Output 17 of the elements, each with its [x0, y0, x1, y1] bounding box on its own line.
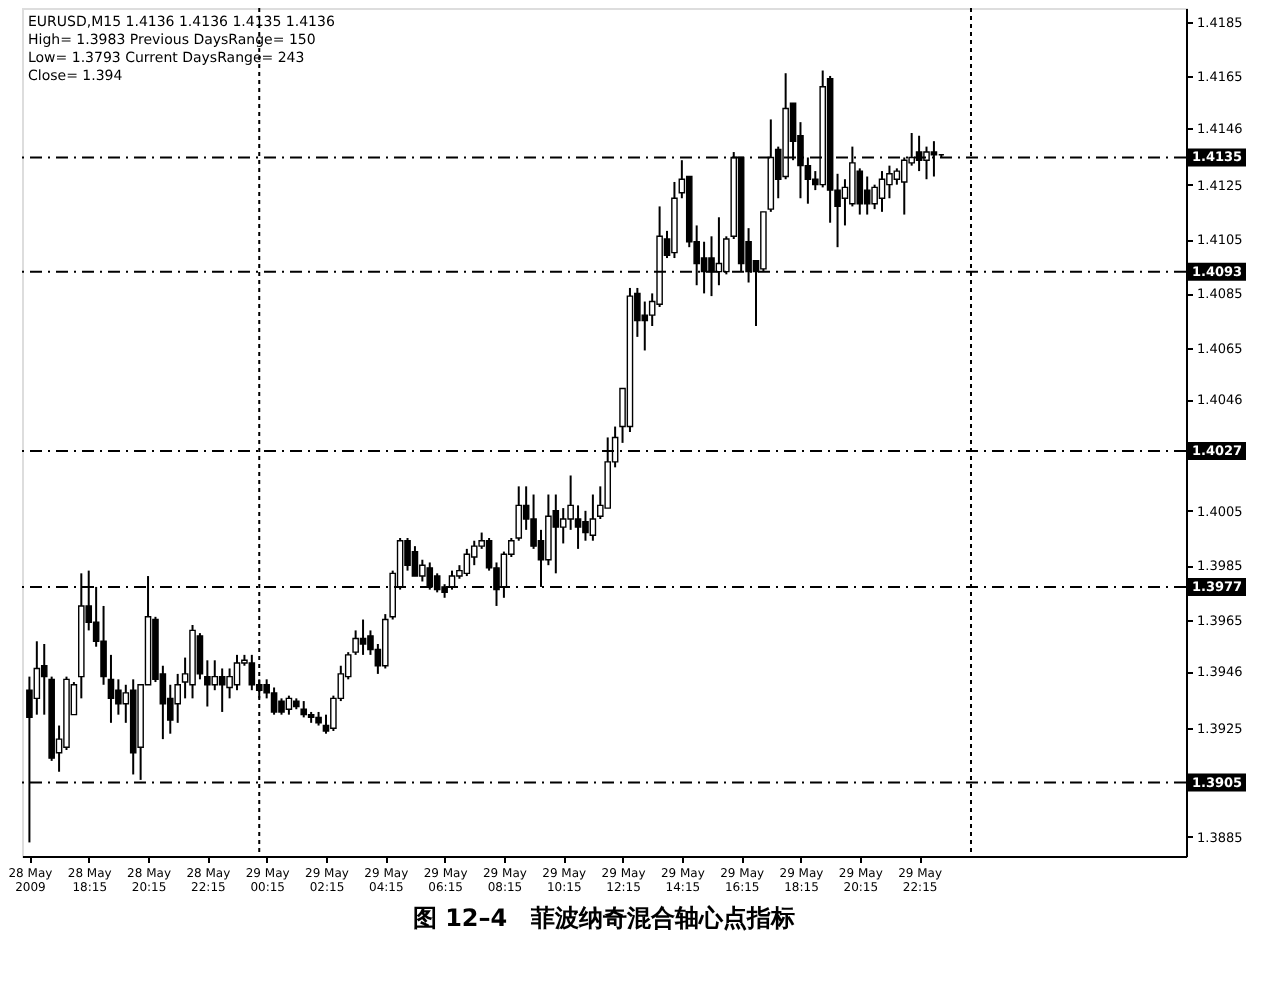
candlestick: [463, 547, 471, 578]
candlestick: [211, 659, 219, 692]
candlestick: [270, 686, 278, 716]
candlestick: [641, 300, 649, 352]
candlestick: [233, 653, 241, 692]
candlestick: [359, 618, 367, 656]
candlestick: [878, 170, 886, 213]
candlestick: [33, 640, 41, 716]
candlestick: [419, 558, 426, 583]
text: 图 12–4 菲波纳奇混合轴心点指标: [412, 904, 796, 932]
candlestick: [856, 167, 864, 216]
candlestick: [589, 493, 597, 542]
candlestick: [582, 509, 589, 542]
candlestick: [285, 694, 293, 716]
candlestick: [552, 493, 560, 575]
candlestick: [411, 545, 419, 578]
candlestick: [863, 175, 871, 216]
